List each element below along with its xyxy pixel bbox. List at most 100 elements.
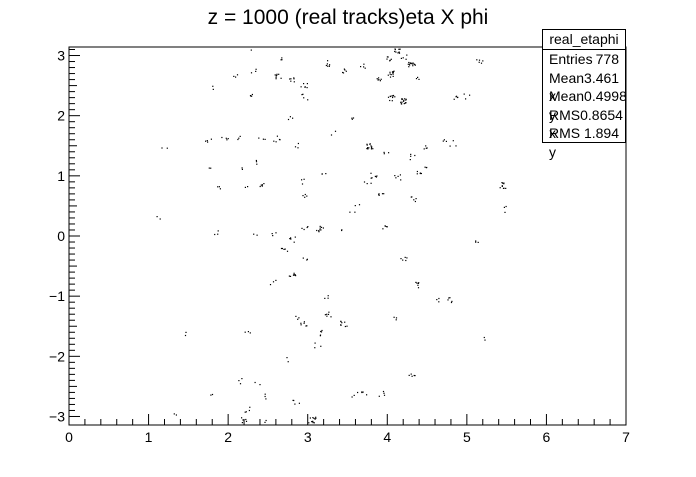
- data-point: [275, 78, 277, 80]
- data-point: [303, 322, 305, 324]
- data-point: [327, 65, 329, 67]
- data-point: [235, 76, 237, 78]
- data-point: [416, 173, 418, 175]
- data-point: [363, 63, 365, 65]
- data-point: [276, 73, 278, 75]
- stats-box: real_etaphi Entries 778 Mean x 3.461 Mea…: [542, 29, 627, 160]
- data-point: [300, 322, 302, 324]
- data-point: [449, 297, 451, 299]
- data-point: [276, 74, 278, 76]
- data-point: [289, 275, 292, 277]
- data-point: [256, 234, 258, 236]
- data-point: [424, 166, 426, 168]
- data-point: [269, 284, 272, 286]
- data-point: [283, 248, 285, 250]
- data-point: [256, 163, 258, 165]
- data-point: [399, 174, 401, 176]
- data-point: [305, 325, 307, 327]
- y-tick-label: 0: [57, 228, 65, 244]
- data-point: [344, 321, 346, 323]
- data-point: [319, 225, 321, 227]
- data-point: [401, 101, 403, 103]
- data-point: [319, 229, 321, 231]
- data-point: [383, 392, 385, 394]
- data-point: [405, 98, 407, 100]
- data-point: [404, 256, 406, 258]
- data-point: [276, 135, 278, 137]
- data-point: [298, 402, 300, 404]
- data-point: [414, 64, 416, 66]
- data-point: [221, 136, 223, 139]
- stats-row-rms-x: RMS x 0.8654: [543, 106, 625, 142]
- data-point: [303, 228, 305, 231]
- data-point: [295, 315, 297, 317]
- data-point: [402, 259, 404, 261]
- data-point: [417, 284, 419, 286]
- data-point: [301, 94, 303, 96]
- data-point: [294, 236, 296, 238]
- data-point: [239, 135, 241, 137]
- data-point: [375, 176, 377, 178]
- data-point: [410, 155, 412, 157]
- data-point: [254, 381, 256, 384]
- data-point: [258, 137, 260, 139]
- data-point: [416, 170, 418, 173]
- data-point: [501, 182, 503, 184]
- data-point: [318, 230, 320, 232]
- data-point: [293, 241, 295, 243]
- data-point: [389, 99, 391, 102]
- data-point: [400, 101, 402, 103]
- data-point: [503, 187, 505, 189]
- data-point: [301, 179, 303, 181]
- data-point: [173, 413, 175, 415]
- data-point: [238, 137, 240, 139]
- data-point: [271, 233, 273, 235]
- data-point: [425, 147, 427, 149]
- data-point: [248, 409, 250, 412]
- data-point: [241, 378, 243, 380]
- data-point: [400, 57, 402, 59]
- stats-value: 0.8654: [580, 106, 623, 123]
- data-point: [327, 313, 330, 315]
- stats-value: 1.894: [583, 125, 619, 141]
- data-point: [302, 257, 304, 259]
- data-point: [293, 272, 295, 274]
- data-point: [314, 418, 316, 420]
- data-point: [381, 193, 384, 195]
- data-point: [398, 52, 401, 54]
- data-point: [400, 179, 402, 181]
- data-point: [401, 98, 403, 100]
- data-point: [304, 193, 306, 196]
- data-point: [465, 98, 467, 100]
- data-point: [378, 395, 380, 397]
- data-point: [261, 185, 263, 187]
- data-point: [366, 183, 368, 185]
- data-point: [346, 325, 348, 327]
- data-point: [392, 96, 394, 99]
- data-point: [412, 62, 414, 64]
- data-point: [411, 63, 413, 65]
- data-point: [414, 200, 416, 203]
- data-point: [404, 98, 406, 100]
- data-point: [397, 175, 399, 177]
- data-point: [251, 93, 253, 96]
- data-point: [351, 117, 353, 119]
- data-point: [386, 226, 388, 228]
- data-point: [408, 61, 410, 64]
- data-point: [417, 287, 420, 289]
- data-point: [402, 57, 404, 59]
- data-point: [423, 148, 425, 150]
- data-point: [217, 186, 219, 188]
- y-tick-label: 1: [57, 168, 65, 184]
- data-point: [312, 422, 314, 424]
- data-point: [342, 72, 345, 74]
- data-point: [366, 394, 368, 396]
- data-point: [394, 49, 396, 51]
- data-point: [184, 334, 187, 337]
- data-point: [241, 422, 243, 424]
- data-point: [394, 96, 396, 98]
- data-point: [293, 77, 295, 79]
- data-point: [239, 383, 242, 385]
- data-point: [501, 185, 503, 187]
- data-point: [287, 118, 290, 121]
